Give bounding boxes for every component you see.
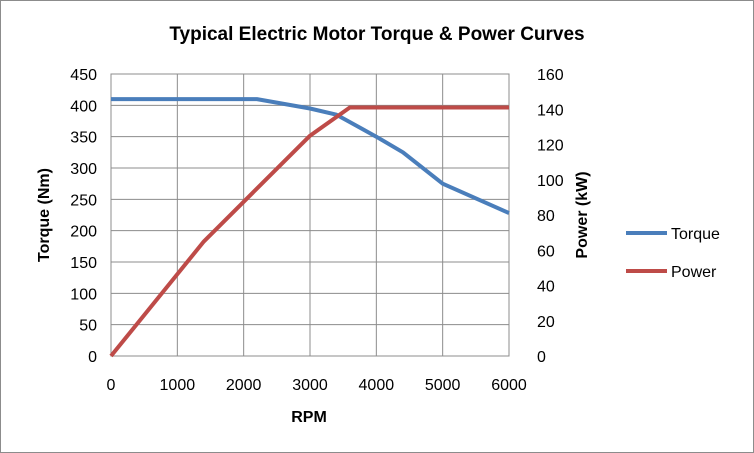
y-left-tick-label-3: 150	[70, 255, 97, 272]
y-axis-right-label: Power (kW)	[574, 171, 591, 258]
y-left-tick-label-2: 100	[70, 286, 97, 303]
y-left-tick-label-5: 250	[70, 192, 97, 209]
series-layer	[109, 97, 510, 358]
y-axis-left-label: Torque (Nm)	[36, 168, 53, 262]
grid-layer	[110, 73, 510, 357]
x-tick-label-0: 0	[107, 377, 116, 394]
series-line-power	[109, 105, 509, 358]
x-tick-label-4: 4000	[359, 377, 395, 394]
y-right-tick-label-8: 160	[537, 67, 564, 84]
x-tick-label-2: 2000	[226, 377, 262, 394]
y-right-tick-label-5: 100	[537, 173, 564, 190]
y-left-tick-label-7: 350	[70, 130, 97, 147]
y-right-tick-label-3: 60	[537, 243, 555, 260]
legend-label-power: Power	[671, 264, 717, 281]
legend: Torque Power	[626, 226, 720, 281]
y-left-tick-label-4: 200	[70, 224, 97, 241]
tick-layer: 0 1000 2000 3000 4000 5000 6000050100150200250…	[70, 67, 564, 394]
x-tick-label-1: 1000	[160, 377, 196, 394]
y-left-tick-label-6: 300	[70, 161, 97, 178]
plot-area-border	[110, 73, 510, 357]
y-right-tick-label-7: 140	[537, 102, 564, 119]
y-left-tick-label-9: 450	[70, 67, 97, 84]
y-right-tick-label-6: 120	[537, 138, 564, 155]
x-tick-label-5: 5000	[425, 377, 461, 394]
x-tick-label-6: 6000	[491, 377, 527, 394]
legend-label-torque: Torque	[671, 226, 720, 243]
y-right-tick-label-2: 40	[537, 279, 555, 296]
axis-layer	[110, 73, 510, 357]
y-right-tick-label-4: 80	[537, 208, 555, 225]
x-axis-label: RPM	[291, 409, 327, 426]
y-left-tick-label-1: 50	[79, 318, 97, 335]
series-line-torque	[111, 97, 510, 215]
y-left-tick-label-8: 400	[70, 98, 97, 115]
y-right-tick-label-0: 0	[537, 349, 546, 366]
y-left-tick-label-0: 0	[88, 349, 97, 366]
y-right-tick-label-1: 20	[537, 314, 555, 331]
chart-title: Typical Electric Motor Torque & Power Cu…	[169, 24, 584, 45]
x-tick-label-3: 3000	[292, 377, 328, 394]
